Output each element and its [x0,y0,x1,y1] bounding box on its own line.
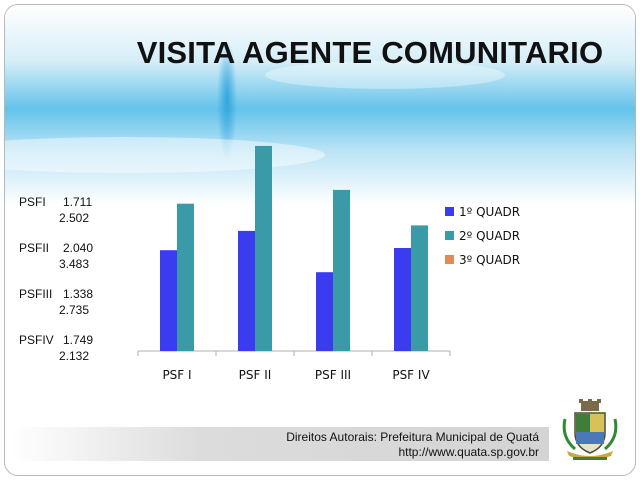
category-label: PSF II [239,368,272,382]
slide: VISITA AGENTE COMUNITARIO PSF I PSF II PSF… [4,4,636,476]
bar-2-2 [255,145,272,351]
bar-1-4 [394,248,411,351]
side-value-row: PSFIII 1.338 2.735 [19,287,129,323]
category-label: PSF IV [392,368,430,382]
municipal-crest-icon [562,399,618,460]
legend-label: 3º QUADR [459,253,520,267]
footer-line-url: http://www.quata.sp.gov.br [398,445,539,459]
side-value-1: 1.711 [63,195,93,209]
side-value-2: 2.502 [59,211,90,225]
bar-1-1 [160,250,177,351]
side-value-name: PSFI [19,195,46,209]
side-value-1: 1.338 [63,287,94,301]
side-value-row: PSFIV 1.749 2.132 [19,333,129,369]
side-value-1: 2.040 [63,241,94,255]
side-value-row: PSFI 1.711 2.502 [19,195,129,231]
side-value-name: PSFIII [19,287,53,301]
bar-2-1 [177,203,194,351]
side-value-2: 2.735 [59,303,90,317]
legend-label: 1º QUADR [459,205,520,219]
legend-swatch [445,207,454,216]
side-value-row: PSFII 2.040 3.483 [19,241,129,277]
side-value-2: 2.132 [59,349,90,363]
footer-copyright: Direitos Autorais: Prefeitura Municipal … [286,430,539,460]
side-value-name: PSFIV [19,333,54,347]
category-label: PSF I [162,368,191,382]
slide-title: VISITA AGENTE COMUNITARIO [136,35,604,70]
side-value-1: 1.749 [63,333,94,347]
legend-label: 2º QUADR [459,229,520,243]
legend-swatch [445,231,454,240]
bar-1-2 [238,230,255,351]
bar-1-3 [316,272,333,351]
side-value-name: PSFII [19,241,50,255]
bar-chart: PSF I PSF II PSF III PSF IV 1º QUADR 2º QUAD… [137,145,520,382]
bar-2-4 [411,225,428,351]
side-value-2: 3.483 [59,257,90,271]
bar-2-3 [333,189,350,351]
footer-band [11,427,549,461]
category-label: PSF III [315,368,351,382]
background-glow [5,5,635,205]
footer-line-copyright: Direitos Autorais: Prefeitura Municipal … [286,430,539,444]
legend-swatch [445,255,454,264]
